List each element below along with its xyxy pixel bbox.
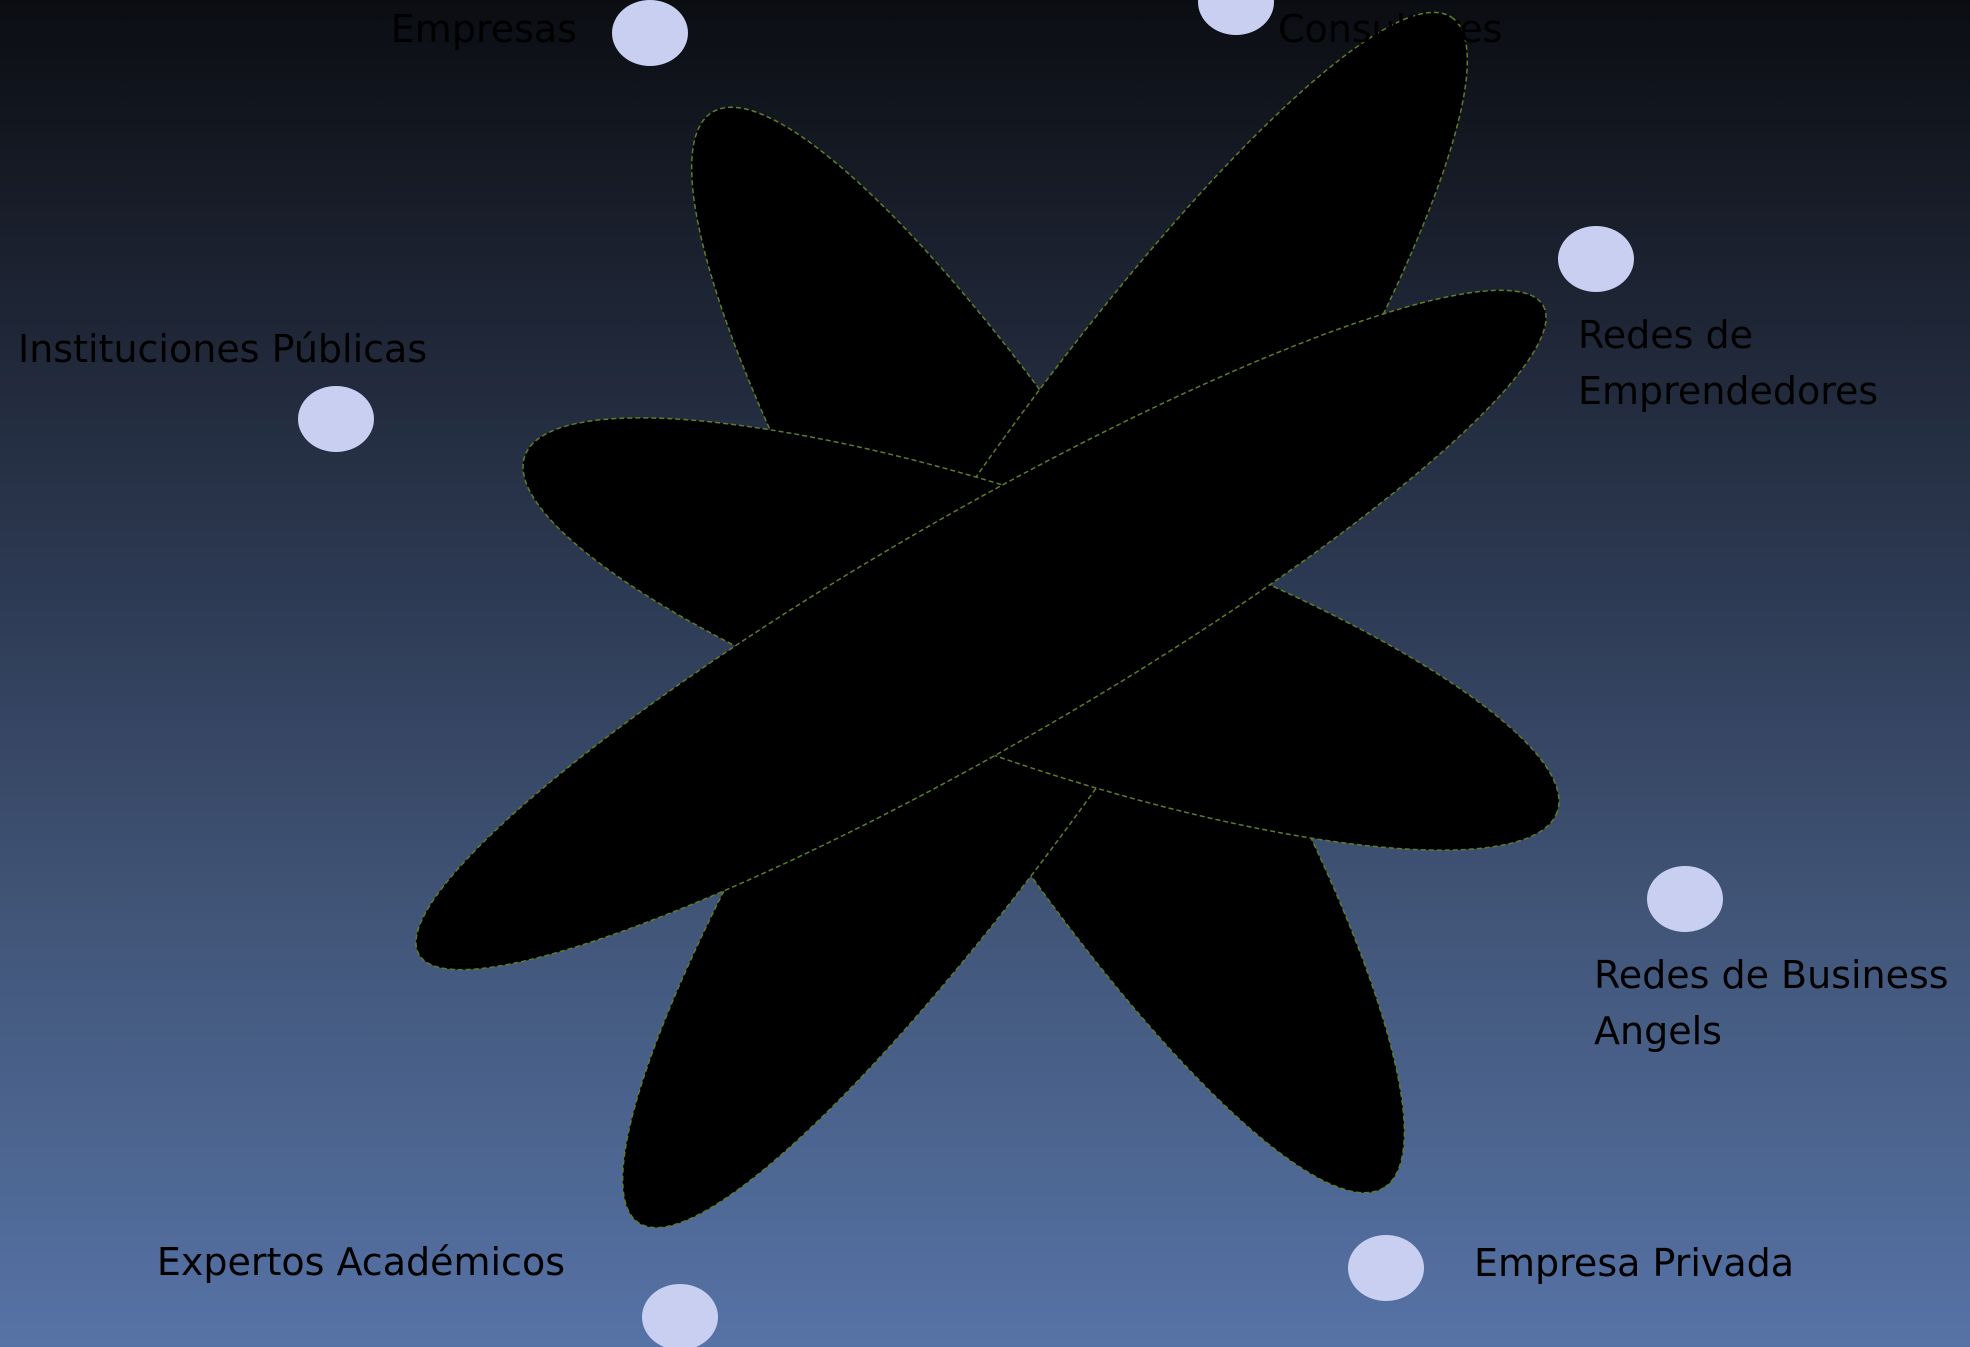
label-expertos-academicos-line: Expertos Académicos bbox=[157, 1240, 565, 1284]
label-empresas: Empresas bbox=[391, 7, 577, 51]
label-redes-business-angels-line-1: Redes de Business bbox=[1594, 953, 1949, 997]
label-consultores-line: Consultores bbox=[1278, 7, 1502, 51]
label-empresa-privada: Empresa Privada bbox=[1474, 1241, 1794, 1285]
nodes-group bbox=[298, 0, 1723, 1347]
node-empresa-privada bbox=[1348, 1235, 1424, 1301]
node-expertos-academicos bbox=[642, 1284, 718, 1347]
label-consultores: Consultores bbox=[1278, 7, 1502, 51]
label-redes-emprendedores-line-1: Redes de bbox=[1578, 313, 1753, 357]
label-instituciones-publicas: Instituciones Públicas bbox=[18, 327, 427, 371]
label-redes-business-angels: Redes de Business Angels bbox=[1594, 953, 1961, 1053]
label-redes-business-angels-line-2: Angels bbox=[1594, 1009, 1722, 1053]
petal-emprendedores-diagonal bbox=[415, 289, 1547, 971]
label-empresa-privada-line: Empresa Privada bbox=[1474, 1241, 1794, 1285]
label-expertos-academicos: Expertos Académicos bbox=[157, 1240, 565, 1284]
label-redes-emprendedores-line-2: Emprendedores bbox=[1578, 369, 1878, 413]
petals-group bbox=[415, 11, 1560, 1229]
node-instituciones-publicas bbox=[298, 386, 374, 452]
labels-group: Empresas Consultores Redes de Emprendedo… bbox=[18, 7, 1961, 1285]
label-instituciones-publicas-line: Instituciones Públicas bbox=[18, 327, 427, 371]
node-consultores bbox=[1198, 0, 1274, 35]
label-redes-emprendedores: Redes de Emprendedores bbox=[1578, 313, 1878, 413]
node-redes-emprendedores bbox=[1558, 226, 1634, 292]
node-redes-business-angels bbox=[1647, 866, 1723, 932]
node-empresas bbox=[612, 0, 688, 66]
label-empresas-line: Empresas bbox=[391, 7, 577, 51]
